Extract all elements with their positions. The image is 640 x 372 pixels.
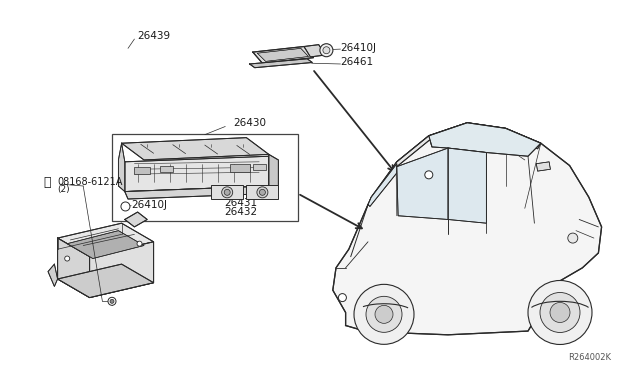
Polygon shape <box>58 238 90 298</box>
Polygon shape <box>58 223 154 257</box>
Polygon shape <box>48 264 58 286</box>
Bar <box>421 196 430 200</box>
Polygon shape <box>397 148 448 219</box>
Circle shape <box>568 233 578 243</box>
Polygon shape <box>122 138 269 160</box>
Polygon shape <box>257 48 308 61</box>
Circle shape <box>65 256 70 261</box>
Polygon shape <box>90 242 154 298</box>
Text: 26439: 26439 <box>138 32 171 41</box>
Polygon shape <box>125 186 272 199</box>
Polygon shape <box>536 162 550 171</box>
Circle shape <box>425 171 433 179</box>
Text: 26410J: 26410J <box>340 43 376 52</box>
Polygon shape <box>269 154 278 190</box>
Circle shape <box>366 296 402 332</box>
Bar <box>160 166 173 172</box>
Bar <box>134 167 150 174</box>
Polygon shape <box>368 164 397 206</box>
Text: 26461: 26461 <box>340 58 374 67</box>
Circle shape <box>259 189 266 195</box>
Circle shape <box>528 280 592 344</box>
Circle shape <box>540 292 580 333</box>
Text: (2): (2) <box>58 185 70 194</box>
Bar <box>472 197 483 202</box>
Text: R264002K: R264002K <box>568 353 611 362</box>
Text: 26431: 26431 <box>224 198 257 208</box>
Circle shape <box>375 305 393 323</box>
Circle shape <box>137 241 142 246</box>
Polygon shape <box>333 123 602 335</box>
Polygon shape <box>67 231 144 259</box>
Circle shape <box>121 202 130 211</box>
Text: 26410J: 26410J <box>131 200 167 209</box>
Circle shape <box>320 44 333 57</box>
Bar <box>230 164 250 172</box>
Circle shape <box>224 189 230 195</box>
Circle shape <box>108 297 116 305</box>
Text: 08168-6121A: 08168-6121A <box>58 177 123 187</box>
Bar <box>253 164 266 170</box>
Circle shape <box>339 294 346 302</box>
Polygon shape <box>58 264 154 298</box>
Bar <box>211 185 243 199</box>
Polygon shape <box>368 123 541 205</box>
Text: 26432: 26432 <box>224 207 257 217</box>
Bar <box>246 185 278 199</box>
Polygon shape <box>429 123 541 156</box>
Text: 26430: 26430 <box>234 118 267 128</box>
Circle shape <box>550 302 570 323</box>
Circle shape <box>221 187 233 198</box>
Text: Ⓢ: Ⓢ <box>44 176 51 189</box>
Polygon shape <box>125 212 147 227</box>
Circle shape <box>354 284 414 344</box>
Polygon shape <box>304 45 325 57</box>
Bar <box>112 134 298 221</box>
Polygon shape <box>250 59 312 68</box>
Circle shape <box>110 299 114 303</box>
Polygon shape <box>253 46 314 63</box>
Circle shape <box>257 187 268 198</box>
Polygon shape <box>125 156 269 192</box>
Circle shape <box>323 47 330 54</box>
Polygon shape <box>448 148 486 223</box>
Polygon shape <box>118 143 125 192</box>
